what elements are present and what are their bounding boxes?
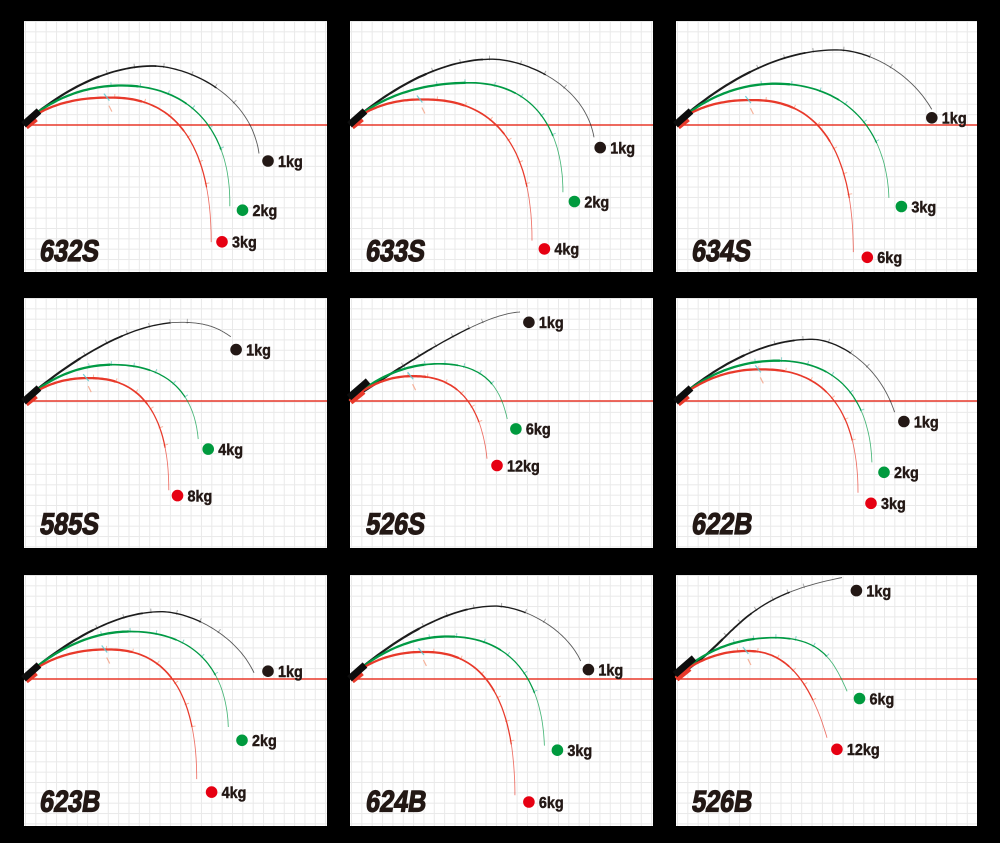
svg-text:1kg: 1kg	[866, 583, 891, 601]
svg-text:585S: 585S	[38, 507, 102, 540]
svg-text:624B: 624B	[364, 785, 429, 818]
svg-text:526S: 526S	[364, 507, 428, 540]
svg-text:3kg: 3kg	[232, 234, 257, 252]
svg-text:2kg: 2kg	[252, 732, 277, 750]
svg-text:8kg: 8kg	[188, 488, 213, 506]
svg-text:4kg: 4kg	[222, 784, 247, 802]
svg-text:4kg: 4kg	[554, 241, 579, 259]
svg-text:4kg: 4kg	[218, 441, 243, 459]
svg-text:632S: 632S	[38, 234, 102, 267]
svg-text:1kg: 1kg	[539, 314, 564, 332]
svg-text:526B: 526B	[690, 785, 755, 818]
svg-text:1kg: 1kg	[598, 662, 623, 680]
svg-text:622B: 622B	[690, 507, 755, 540]
svg-text:12kg: 12kg	[507, 458, 540, 476]
svg-text:12kg: 12kg	[847, 741, 880, 759]
svg-text:623B: 623B	[38, 785, 103, 818]
svg-text:2kg: 2kg	[253, 202, 278, 220]
svg-text:3kg: 3kg	[881, 495, 906, 513]
svg-text:1kg: 1kg	[278, 153, 303, 171]
svg-text:3kg: 3kg	[911, 199, 936, 217]
svg-text:1kg: 1kg	[610, 140, 635, 158]
svg-text:2kg: 2kg	[584, 194, 609, 212]
svg-text:1kg: 1kg	[942, 110, 967, 128]
svg-text:6kg: 6kg	[870, 691, 895, 709]
svg-text:6kg: 6kg	[526, 421, 551, 439]
svg-text:2kg: 2kg	[894, 464, 919, 482]
svg-text:1kg: 1kg	[914, 414, 939, 432]
svg-text:1kg: 1kg	[278, 663, 303, 681]
svg-text:6kg: 6kg	[877, 249, 902, 267]
svg-text:633S: 633S	[364, 234, 428, 267]
svg-text:634S: 634S	[690, 234, 754, 267]
svg-text:1kg: 1kg	[246, 342, 271, 360]
svg-text:3kg: 3kg	[567, 742, 592, 760]
svg-text:6kg: 6kg	[539, 794, 564, 812]
